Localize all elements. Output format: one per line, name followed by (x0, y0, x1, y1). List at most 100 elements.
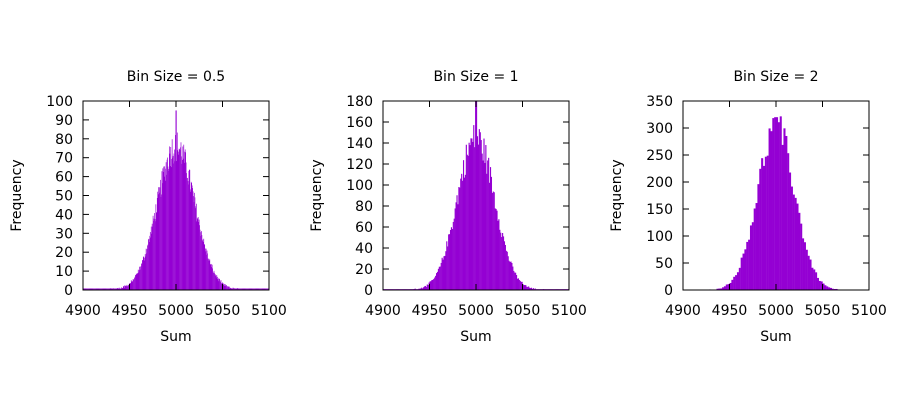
histogram-bar (746, 242, 748, 290)
x-axis-label: Sum (460, 329, 491, 345)
histogram-bar (737, 272, 739, 290)
y-tick-label: 140 (346, 136, 373, 152)
y-tick-label: 20 (55, 245, 73, 261)
x-tick-label: 5050 (805, 303, 841, 319)
bars-group (683, 116, 869, 290)
x-tick-label: 5050 (505, 303, 541, 319)
histogram-bar (800, 224, 802, 290)
histogram-bar (811, 268, 813, 290)
y-tick-label: 50 (655, 256, 673, 272)
y-tick-label: 50 (55, 189, 73, 205)
y-tick-label: 100 (646, 229, 673, 245)
histogram-bar (813, 269, 815, 290)
y-tick-label: 0 (664, 283, 673, 299)
histogram-bar (774, 117, 776, 290)
histogram-bar (767, 156, 769, 290)
histogram-bar (791, 187, 793, 290)
histogram-bar (744, 249, 746, 290)
histogram-bar (793, 195, 795, 290)
chart-title: Bin Size = 1 (433, 69, 518, 85)
y-tick-label: 160 (346, 115, 373, 131)
y-axis-label: Frequency (9, 159, 25, 231)
histogram-bar (741, 258, 743, 290)
histogram-bar (765, 157, 767, 290)
x-tick-label: 4950 (112, 303, 148, 319)
histogram-bar (776, 117, 778, 290)
histogram-bar (750, 225, 752, 290)
x-tick-label: 5000 (158, 303, 194, 319)
histogram-bar (735, 275, 737, 290)
x-axis-label: Sum (760, 329, 791, 345)
y-tick-label: 80 (355, 199, 373, 215)
histogram-bar (754, 208, 756, 290)
y-tick-label: 40 (55, 207, 73, 223)
histogram-bar (748, 240, 750, 290)
histogram-bar (780, 116, 782, 290)
y-tick-label: 0 (64, 283, 73, 299)
histogram-bar (769, 128, 771, 290)
y-tick-label: 100 (346, 178, 373, 194)
histogram-bar (731, 280, 733, 290)
histogram-bar (778, 122, 780, 290)
x-tick-label: 5000 (758, 303, 794, 319)
y-tick-label: 300 (646, 121, 673, 137)
histogram-bar (756, 203, 758, 290)
histogram-bar (757, 184, 759, 290)
y-tick-label: 30 (55, 226, 73, 242)
y-tick-label: 70 (55, 151, 73, 167)
x-tick-label: 4900 (365, 303, 401, 319)
histogram-bar (806, 250, 808, 290)
x-tick-label: 4900 (665, 303, 701, 319)
x-tick-label: 4950 (712, 303, 748, 319)
y-axis-label: Frequency (609, 159, 625, 231)
histogram-bar (796, 204, 798, 290)
y-tick-label: 20 (355, 262, 373, 278)
bars-group (383, 101, 569, 290)
x-tick-label: 5050 (205, 303, 241, 319)
x-tick-label: 5100 (851, 303, 887, 319)
histogram-bar (761, 158, 763, 290)
histogram-bar (726, 285, 728, 290)
histogram-bar (763, 166, 765, 290)
y-tick-label: 100 (46, 94, 73, 110)
histogram-bar (783, 128, 785, 290)
y-tick-label: 150 (646, 202, 673, 218)
y-tick-label: 80 (55, 132, 73, 148)
histogram-bar (752, 222, 754, 290)
y-tick-label: 60 (355, 220, 373, 236)
y-tick-label: 10 (55, 264, 73, 280)
histogram-bar (787, 153, 789, 290)
x-tick-label: 5100 (551, 303, 587, 319)
x-tick-label: 4950 (412, 303, 448, 319)
y-tick-label: 90 (55, 113, 73, 129)
histogram-bar (795, 198, 797, 290)
x-tick-label: 5000 (458, 303, 494, 319)
y-tick-label: 180 (346, 94, 373, 110)
y-tick-label: 350 (646, 94, 673, 110)
histogram-bar (826, 286, 828, 290)
histogram-bar (808, 256, 810, 290)
histogram-bar (743, 254, 745, 290)
histogram-bar (819, 281, 821, 290)
histogram-bar (815, 272, 817, 290)
histogram-bar (770, 131, 772, 290)
histogram-bar (785, 136, 787, 290)
histogram-bar (817, 278, 819, 290)
x-tick-label: 5100 (251, 303, 287, 319)
histogram-bar (782, 145, 784, 290)
histogram-bar (724, 286, 726, 290)
y-axis-label: Frequency (309, 159, 325, 231)
histogram-bar (804, 242, 806, 290)
chart-title: Bin Size = 0.5 (127, 69, 225, 85)
y-tick-label: 250 (646, 148, 673, 164)
y-tick-label: 0 (364, 283, 373, 299)
histogram-bar (772, 118, 774, 290)
histogram-panel-3: 0 50 100 150 200 250 300 350 4900 4950 5000 5050 510… (609, 69, 887, 345)
y-tick-label: 200 (646, 175, 673, 191)
histogram-bar (739, 268, 741, 290)
histogram-bar (789, 173, 791, 290)
